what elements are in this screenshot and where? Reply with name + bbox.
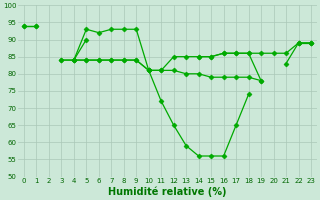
X-axis label: Humidité relative (%): Humidité relative (%): [108, 187, 227, 197]
